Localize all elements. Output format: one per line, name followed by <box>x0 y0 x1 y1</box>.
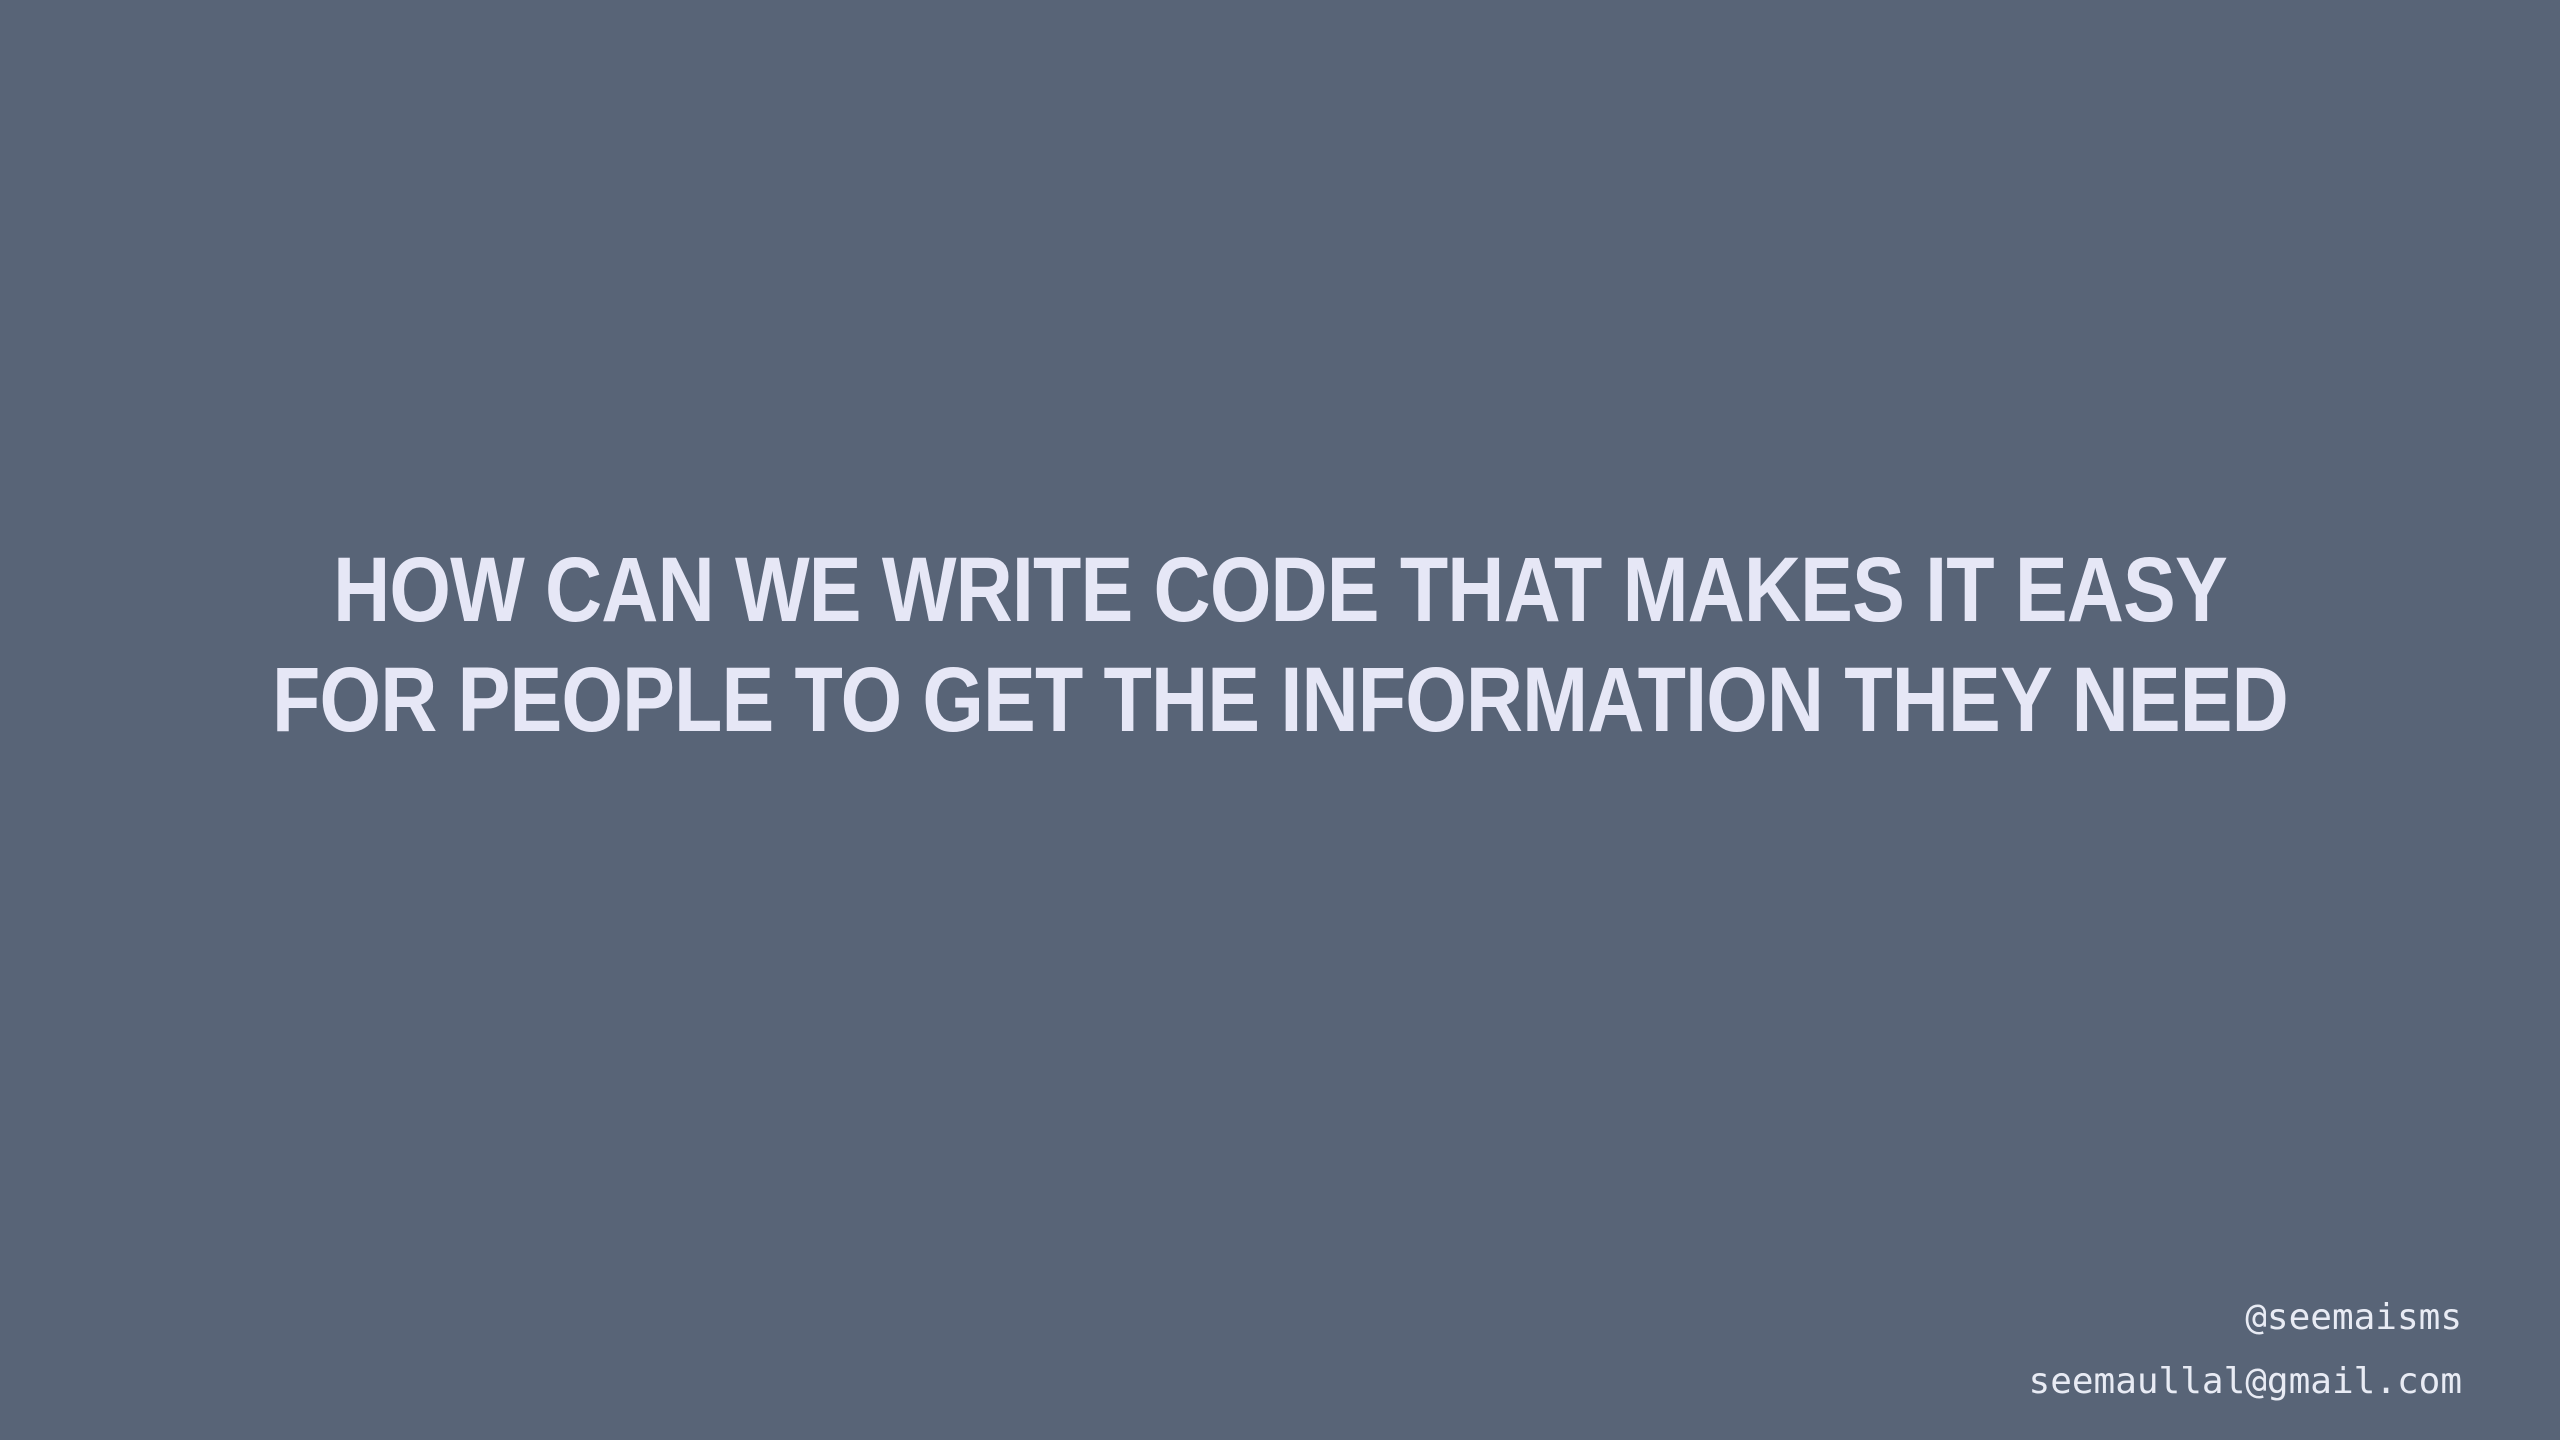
slide-headline: HOW CAN WE WRITE CODE THAT MAKES IT EASY… <box>179 535 2381 755</box>
email-address: seemaullal@gmail.com <box>2028 1361 2462 1402</box>
twitter-handle: @seemaisms <box>2245 1297 2462 1338</box>
headline-line-1: HOW CAN WE WRITE CODE THAT MAKES IT EASY <box>333 539 2228 641</box>
headline-line-2: FOR PEOPLE TO GET THE INFORMATION THEY N… <box>272 649 2289 751</box>
contact-info: @seemaisms seemaullal@gmail.com <box>2029 1286 2462 1414</box>
